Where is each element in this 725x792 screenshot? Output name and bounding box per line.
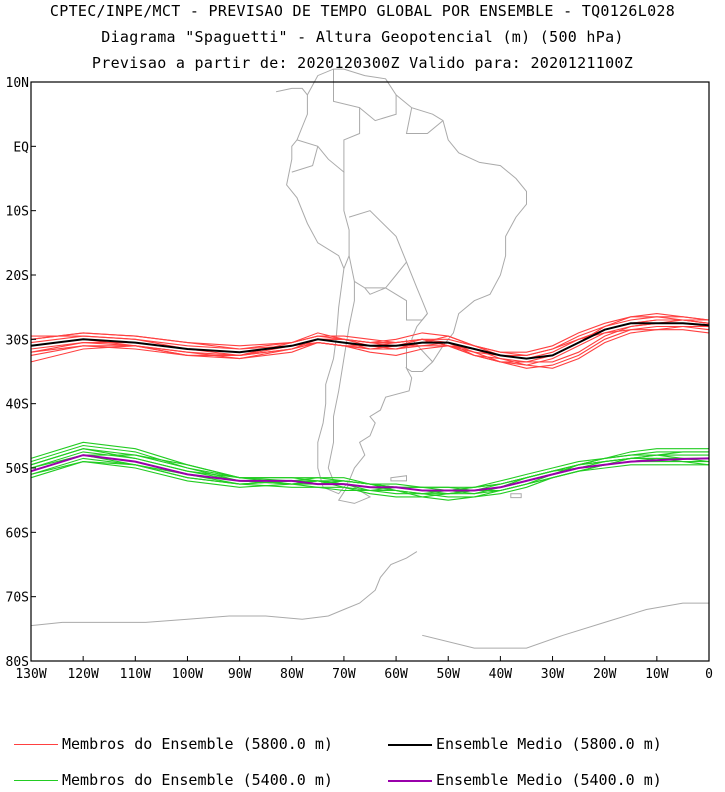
south-america-coastline [286,68,527,495]
legend-item-mean-5400: Ensemble Medio (5400.0 m) [388,771,662,789]
x-tick-label: 120W [67,667,98,682]
legend-swatch [14,744,58,745]
member-line-5800-9 [30,325,709,356]
x-tick-label: 80W [280,667,304,682]
border-chile-argentina [327,281,355,482]
member-line-5400-9 [30,457,709,488]
member-line-5800-2 [30,316,710,356]
forecast-dates: Previsao a partir de: 2020120300Z Valido… [91,54,634,72]
legend-label: Ensemble Medio (5400.0 m) [436,771,662,789]
border-guianas [405,107,444,134]
chart-title: CPTEC/INPE/MCT - PREVISAO DE TEMPO GLOBA… [49,2,676,20]
x-tick-label: 100W [172,667,203,682]
plot-frame [30,81,710,662]
y-tick-label: 30S [6,333,29,348]
border-peru [343,172,350,269]
member-line-5400-8 [30,451,709,501]
member-line-5800-3 [30,325,710,369]
member-line-5800-10 [30,313,710,363]
member-line-5400-4 [30,461,709,498]
legend-swatch [388,779,432,782]
border-venezuela [359,94,397,122]
y-tick-label: EQ [13,140,29,155]
border-bolivia [348,210,408,289]
legend-label: Membros do Ensemble (5800.0 m) [62,735,333,753]
y-tick-label: 50S [6,462,29,477]
y-tick-label: 10N [6,76,29,91]
member-line-5400-3 [30,448,709,495]
legend-label: Membros do Ensemble (5400.0 m) [62,771,333,789]
x-tick-label: 130W [15,667,46,682]
chart-subtitle: Diagrama "Spaguetti" - Altura Geopotenci… [101,28,624,46]
x-tick-label: 50W [436,667,460,682]
y-tick-label: 40S [6,398,29,413]
x-tick-label: 110W [120,667,151,682]
x-tick-label: 30W [541,667,565,682]
legend-item-members-5400: Membros do Ensemble (5400.0 m) [14,771,333,789]
border-ecuador-peru [291,146,319,173]
south-georgia-outline [510,493,522,499]
ensemble-means [30,322,710,492]
border-paraguay [385,287,428,321]
mean-line-5400 [30,454,710,492]
x-tick-label: 40W [489,667,513,682]
x-tick-label: 20W [593,667,617,682]
y-tick-label: 20S [6,269,29,284]
falkland-islands-outline [390,475,407,482]
member-line-5800-4 [31,316,710,353]
x-tick-label: 90W [228,667,252,682]
y-tick-label: 70S [6,591,29,606]
antarctic-peninsula-outline [30,551,418,627]
y-tick-label: 60S [6,526,29,541]
border-argentina-north [364,287,386,295]
legend-swatch [14,780,58,781]
x-tick-label: 0 [705,667,713,682]
south-america-map [30,68,709,649]
x-tick-label: 70W [332,667,356,682]
central-america-coastline [275,87,308,96]
axis-ticks: 130W 120W 110W 100W 90W 80W 70W 60W 50W 40W 30W 20W… [6,76,713,682]
legend-item-mean-5800: Ensemble Medio (5800.0 m) [388,735,662,753]
legend-swatch [388,743,432,746]
y-tick-label: 80S [6,655,29,670]
legend-label: Ensemble Medio (5800.0 m) [436,735,662,753]
y-tick-label: 10S [6,205,29,220]
legend-item-members-5800: Membros do Ensemble (5800.0 m) [14,735,333,753]
mean-line-5800 [30,322,710,360]
weddell-coastline [422,602,709,649]
tierra-del-fuego-outline [337,483,372,504]
member-line-5400-7 [30,441,710,495]
x-tick-label: 10W [645,667,669,682]
member-line-5400-10 [30,448,710,498]
x-tick-label: 60W [384,667,408,682]
border-colombia [296,69,361,174]
